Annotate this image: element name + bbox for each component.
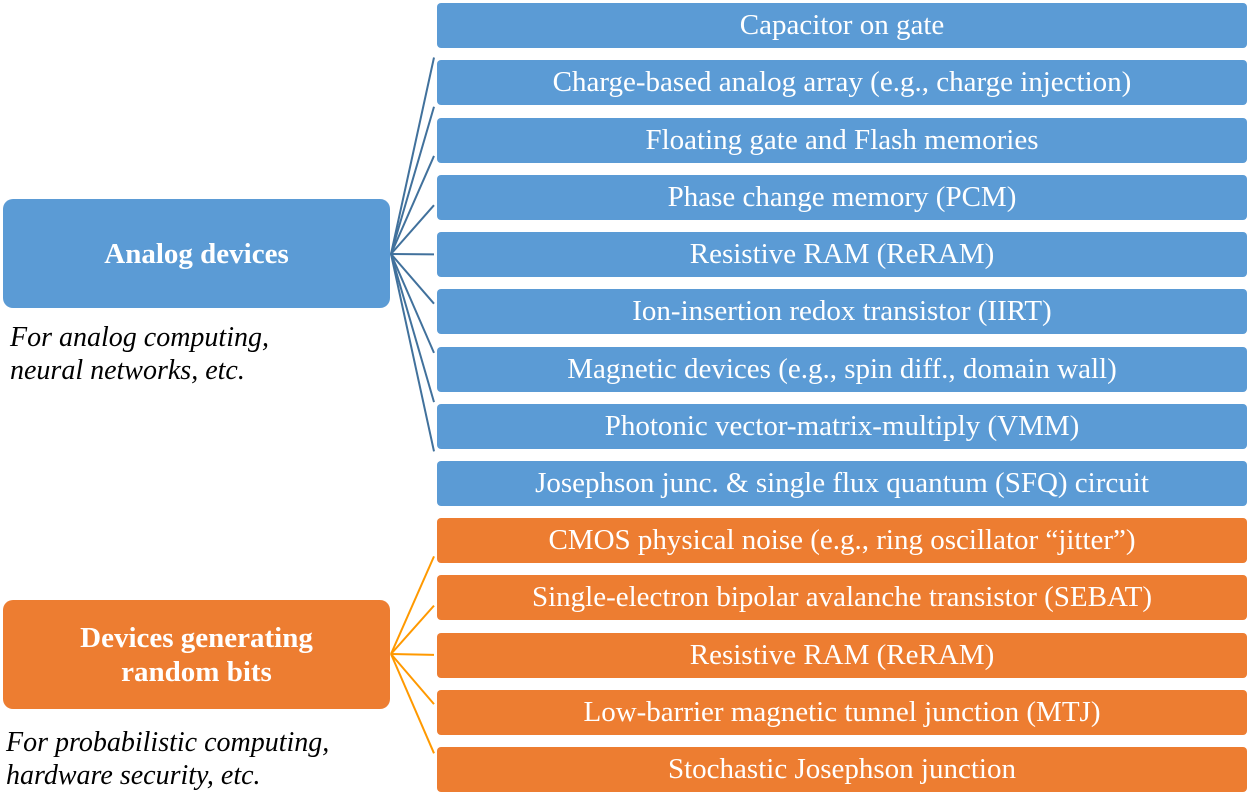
analog-connector-line <box>390 57 435 255</box>
analog-devices-box: Analog devices <box>3 199 390 308</box>
analog-connector-line <box>390 204 435 255</box>
analog-item-box: Ion-insertion redox transistor (IIRT) <box>437 289 1247 335</box>
analog-caption-line: For analog computing, <box>10 322 269 353</box>
random-item-box: Resistive RAM (ReRAM) <box>437 632 1247 678</box>
analog-item-box: Charge-based analog array (e.g., charge … <box>437 60 1247 106</box>
analog-item-label: Magnetic devices (e.g., spin diff., doma… <box>567 352 1117 385</box>
analog-item-label: Charge-based analog array (e.g., charge … <box>552 66 1132 99</box>
random-connector-line <box>390 653 435 656</box>
analog-connector-line <box>390 106 435 255</box>
random-item-box: Single-electron bipolar avalanche transi… <box>437 575 1247 621</box>
analog-connector-line <box>390 253 435 354</box>
analog-item-label: Josephson junc. & single flux quantum (S… <box>535 467 1149 499</box>
analog-item-box: Capacitor on gate <box>437 3 1247 48</box>
random-item-box: CMOS physical noise (e.g., ring oscillat… <box>437 518 1247 563</box>
random-item-label: Low-barrier magnetic tunnel junction (MT… <box>583 695 1101 728</box>
analog-devices-title: Analog devices <box>104 237 289 270</box>
random-connector-line <box>390 653 435 754</box>
analog-item-box: Resistive RAM (ReRAM) <box>437 232 1247 277</box>
analog-item-label: Capacitor on gate <box>739 9 945 41</box>
random-caption-line: hardware security, etc. <box>6 760 261 791</box>
analog-item-label: Phase change memory (PCM) <box>667 180 1017 213</box>
random-caption-line: For probabilistic computing, <box>6 727 330 758</box>
analog-item-box: Phase change memory (PCM) <box>437 174 1247 220</box>
analog-item-box: Photonic vector-matrix-multiply (VMM) <box>437 403 1247 449</box>
analog-caption-line: neural networks, etc. <box>10 355 245 386</box>
analog-connector-line <box>390 253 435 452</box>
random-item-label: CMOS physical noise (e.g., ring oscillat… <box>548 524 1136 556</box>
analog-connector-line <box>390 155 435 255</box>
analog-item-label: Ion-insertion redox transistor (IIRT) <box>632 295 1052 328</box>
random-item-label: Stochastic Josephson junction <box>668 753 1016 785</box>
random-item-box: Low-barrier magnetic tunnel junction (MT… <box>437 689 1247 735</box>
random-bits-box: Devices generating random bits <box>3 600 390 709</box>
random-item-box: Stochastic Josephson junction <box>437 747 1247 792</box>
random-item-label: Single-electron bipolar avalanche transi… <box>531 581 1153 614</box>
analog-caption: For analog computing, neural networks, e… <box>10 321 269 387</box>
random-connector-line <box>390 653 435 705</box>
analog-connector-line <box>390 253 435 305</box>
analog-item-label: Photonic vector-matrix-multiply (VMM) <box>604 409 1080 442</box>
random-bits-title: Devices generating random bits <box>80 621 313 688</box>
random-caption: For probabilistic computing, hardware se… <box>6 726 329 792</box>
analog-item-label: Resistive RAM (ReRAM) <box>689 238 995 270</box>
analog-connector-line <box>390 253 435 403</box>
random-item-label: Resistive RAM (ReRAM) <box>689 638 995 671</box>
random-connector-line <box>390 555 435 655</box>
analog-item-box: Josephson junc. & single flux quantum (S… <box>437 461 1247 506</box>
analog-item-label: Floating gate and Flash memories <box>645 123 1039 156</box>
analog-item-box: Magnetic devices (e.g., spin diff., doma… <box>437 346 1247 392</box>
random-connector-line <box>390 604 435 655</box>
analog-item-box: Floating gate and Flash memories <box>437 117 1247 163</box>
